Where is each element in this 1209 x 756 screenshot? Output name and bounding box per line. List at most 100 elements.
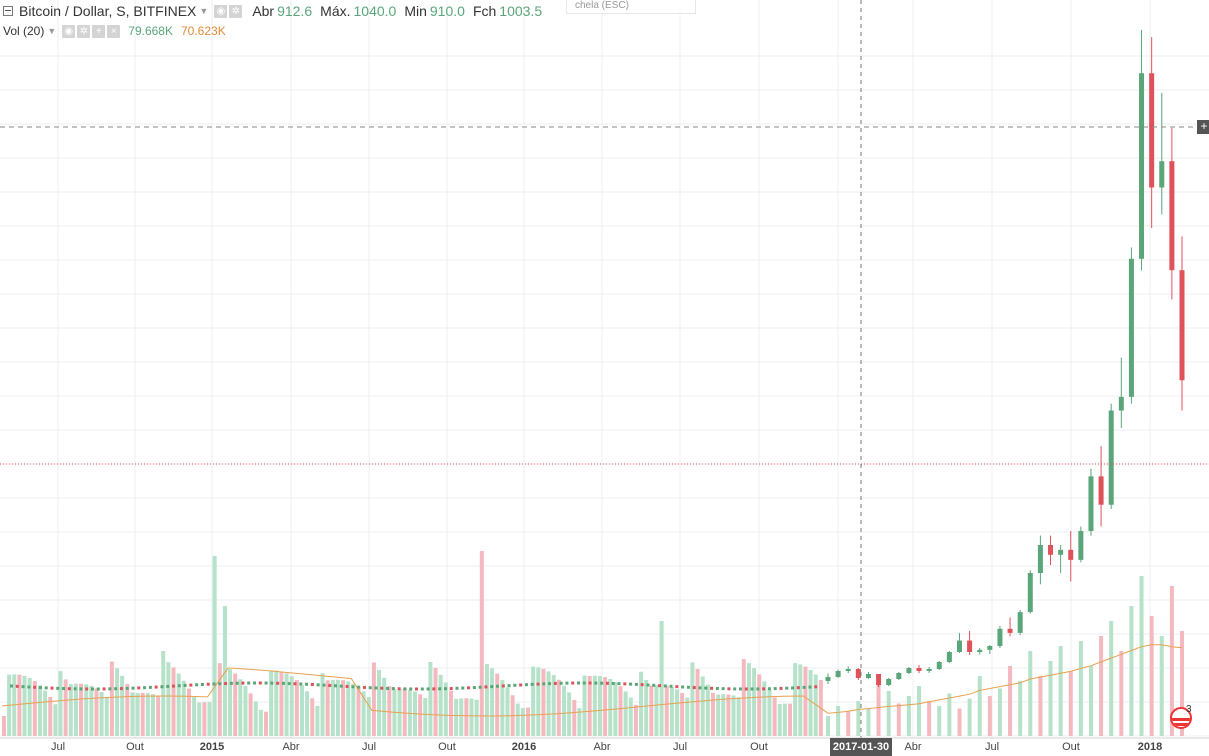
candle	[715, 687, 719, 691]
volume-bar	[438, 674, 443, 736]
volume-bar	[623, 691, 628, 736]
volume-bar	[341, 680, 346, 736]
volume-bar	[664, 685, 669, 736]
volume-bar	[264, 711, 269, 736]
candle	[542, 682, 546, 686]
esc-hint[interactable]: chela (ESC)	[566, 0, 696, 14]
volume-bar	[649, 685, 654, 736]
close-icon[interactable]: ×	[107, 24, 121, 38]
volume-bar	[1008, 666, 1013, 736]
volume-bar	[876, 681, 881, 736]
volume-bar	[896, 703, 901, 736]
caret-down-icon[interactable]: ▼	[199, 6, 209, 16]
candle	[351, 685, 355, 689]
volume-bar	[284, 673, 289, 736]
candle	[102, 687, 106, 691]
candle	[148, 685, 152, 689]
volume-bar	[1058, 646, 1063, 736]
candle	[997, 628, 1003, 646]
volume-bar	[856, 701, 861, 736]
volume-bar	[721, 694, 726, 736]
volume-bar	[222, 606, 227, 736]
volume-bar	[469, 698, 474, 736]
candle	[1007, 628, 1013, 633]
volume-bar	[927, 701, 932, 736]
candle	[936, 662, 942, 669]
candle	[845, 669, 851, 671]
eye-icon[interactable]: ◉	[214, 4, 228, 18]
candle	[108, 687, 112, 691]
gear-icon[interactable]: ✲	[229, 4, 243, 18]
candle	[50, 686, 54, 690]
candle	[397, 687, 401, 691]
volume-bar	[618, 686, 623, 736]
symbol-title[interactable]: Bitcoin / Dollar, S, BITFINEX	[19, 3, 197, 19]
candle	[1027, 573, 1033, 613]
volume-bar	[1169, 586, 1174, 736]
volume-bar	[705, 684, 710, 736]
volume-bar	[156, 696, 161, 736]
candle	[310, 683, 314, 687]
candle	[467, 686, 471, 690]
candle	[270, 681, 274, 685]
candle	[154, 685, 158, 689]
volume-bar	[659, 621, 664, 736]
volume-bar	[572, 699, 577, 736]
candle	[183, 683, 187, 687]
volume-bar	[608, 679, 613, 736]
eye-icon[interactable]: ◉	[62, 24, 76, 38]
candle	[79, 687, 83, 691]
candle	[1068, 549, 1074, 560]
candle	[1118, 396, 1124, 411]
volume-bar	[1159, 636, 1164, 736]
candle	[767, 687, 771, 691]
plus-icon[interactable]: +	[92, 24, 106, 38]
candle	[224, 682, 228, 686]
volume-bar	[680, 693, 685, 736]
volume-label[interactable]: Vol (20)	[3, 24, 45, 38]
volume-bar	[1119, 651, 1124, 736]
add-price-line-button[interactable]: +	[1197, 120, 1209, 134]
candle	[721, 687, 725, 691]
candle	[391, 687, 395, 691]
volume-bar	[192, 696, 197, 736]
candle	[623, 682, 627, 686]
high-label: Máx.	[320, 3, 351, 19]
candle	[646, 683, 650, 687]
volume-bar	[582, 675, 587, 736]
volume-bar	[1048, 661, 1053, 736]
candle	[739, 687, 742, 691]
volume-bar	[428, 661, 433, 736]
candle	[443, 687, 447, 691]
candles	[10, 30, 1185, 691]
volume-bar	[987, 696, 992, 736]
volume-bar	[346, 681, 351, 736]
candle	[565, 681, 569, 685]
volume-bar	[366, 696, 371, 736]
volume-bar	[43, 690, 48, 736]
volume-bar	[176, 673, 181, 736]
gear-icon[interactable]: ✲	[77, 24, 91, 38]
candle	[420, 687, 424, 691]
candle	[967, 640, 973, 652]
candle	[916, 668, 922, 671]
candle	[640, 683, 644, 687]
us-flag-icon[interactable]	[1170, 707, 1192, 729]
volume-bar	[17, 674, 22, 736]
volume-bar	[130, 692, 135, 736]
x-tick-label: Out	[438, 741, 456, 753]
collapse-icon[interactable]	[3, 6, 13, 16]
candle	[131, 686, 135, 690]
caret-down-icon[interactable]: ▼	[47, 26, 57, 36]
volume-bar	[561, 685, 566, 736]
volume-bar	[551, 675, 556, 736]
volume-bar	[186, 688, 191, 736]
x-tick-label: Abr	[282, 741, 299, 753]
candle	[536, 682, 540, 686]
volume-bar	[279, 671, 284, 736]
x-tick-label: 2015	[200, 741, 224, 753]
volume-bar	[731, 695, 736, 736]
candle	[438, 687, 442, 691]
volume-bar	[464, 698, 469, 736]
